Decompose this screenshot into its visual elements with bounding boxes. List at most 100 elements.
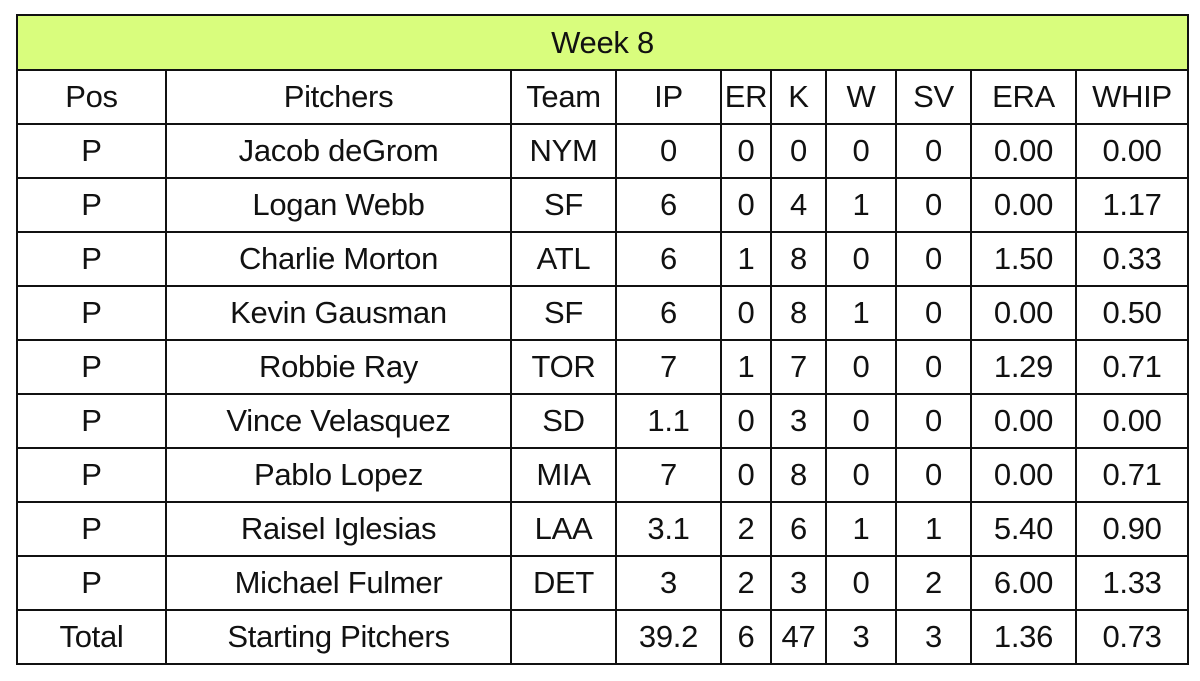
cell-ip: 6	[615, 177, 722, 233]
cell-whip: 1.17	[1074, 177, 1190, 233]
cell-k: 6	[770, 501, 827, 557]
cell-pitchers: Vince Velasquez	[165, 393, 512, 449]
week-title: Week 8	[15, 14, 1190, 71]
cell-sv: 0	[895, 339, 972, 395]
cell-pitchers: Jacob deGrom	[165, 123, 512, 179]
cell-team: SD	[510, 393, 617, 449]
cell-pos: P	[16, 447, 167, 503]
cell-whip: 0.00	[1074, 123, 1190, 179]
cell-era: 0.00	[970, 123, 1077, 179]
total-row: Total Starting Pitchers 39.2 6 47 3 3 1.36 0.73	[16, 609, 1190, 665]
table-row: P Raisel Iglesias LAA 3.1 2 6 1 1 5.40 0.90	[16, 501, 1190, 557]
cell-pitchers: Kevin Gausman	[165, 285, 512, 341]
cell-k: 3	[770, 555, 827, 611]
cell-w: 0	[825, 231, 897, 287]
cell-k: 8	[770, 285, 827, 341]
cell-k: 4	[770, 177, 827, 233]
column-header-sv: SV	[895, 69, 972, 125]
cell-era: 1.50	[970, 231, 1077, 287]
cell-sv: 2	[895, 555, 972, 611]
cell-pitchers: Charlie Morton	[165, 231, 512, 287]
cell-k: 8	[770, 231, 827, 287]
cell-er: 2	[720, 555, 772, 611]
cell-ip: 6	[615, 285, 722, 341]
cell-team: NYM	[510, 123, 617, 179]
cell-pos: P	[16, 177, 167, 233]
cell-w: 1	[825, 501, 897, 557]
header-row: Pos Pitchers Team IP ER K W SV ERA WHIP	[16, 69, 1190, 125]
cell-w: 0	[825, 339, 897, 395]
cell-ip: 7	[615, 339, 722, 395]
cell-ip: 39.2	[615, 609, 722, 665]
cell-whip: 0.71	[1074, 447, 1190, 503]
cell-pos: P	[16, 231, 167, 287]
cell-whip: 0.71	[1074, 339, 1190, 395]
column-header-k: K	[770, 69, 827, 125]
cell-era: 0.00	[970, 285, 1077, 341]
cell-k: 3	[770, 393, 827, 449]
cell-pos: P	[16, 285, 167, 341]
cell-team: ATL	[510, 231, 617, 287]
cell-sv: 0	[895, 231, 972, 287]
column-header-pos: Pos	[16, 69, 167, 125]
cell-team: SF	[510, 285, 617, 341]
cell-k: 8	[770, 447, 827, 503]
cell-team: DET	[510, 555, 617, 611]
column-header-er: ER	[720, 69, 772, 125]
table-row: P Charlie Morton ATL 6 1 8 0 0 1.50 0.33	[16, 231, 1190, 287]
cell-pitchers: Robbie Ray	[165, 339, 512, 395]
cell-sv: 3	[895, 609, 972, 665]
table-row: P Jacob deGrom NYM 0 0 0 0 0 0.00 0.00	[16, 123, 1190, 179]
cell-team: TOR	[510, 339, 617, 395]
cell-er: 2	[720, 501, 772, 557]
cell-pitchers: Starting Pitchers	[165, 609, 512, 665]
column-header-pitchers: Pitchers	[165, 69, 512, 125]
cell-era: 5.40	[970, 501, 1077, 557]
cell-team	[510, 609, 617, 665]
cell-team: MIA	[510, 447, 617, 503]
cell-pos: P	[16, 339, 167, 395]
column-header-team: Team	[510, 69, 617, 125]
cell-whip: 0.00	[1074, 393, 1190, 449]
cell-era: 0.00	[970, 447, 1077, 503]
table-row: P Robbie Ray TOR 7 1 7 0 0 1.29 0.71	[16, 339, 1190, 395]
cell-whip: 0.50	[1074, 285, 1190, 341]
cell-team: SF	[510, 177, 617, 233]
cell-sv: 1	[895, 501, 972, 557]
cell-er: 0	[720, 285, 772, 341]
cell-w: 3	[825, 609, 897, 665]
cell-pos: P	[16, 555, 167, 611]
cell-w: 0	[825, 447, 897, 503]
column-header-ip: IP	[615, 69, 722, 125]
cell-whip: 1.33	[1074, 555, 1190, 611]
cell-whip: 0.33	[1074, 231, 1190, 287]
cell-ip: 1.1	[615, 393, 722, 449]
cell-whip: 0.90	[1074, 501, 1190, 557]
cell-ip: 6	[615, 231, 722, 287]
cell-ip: 3	[615, 555, 722, 611]
cell-pos: P	[16, 123, 167, 179]
column-header-w: W	[825, 69, 897, 125]
cell-pitchers: Raisel Iglesias	[165, 501, 512, 557]
table-row: P Logan Webb SF 6 0 4 1 0 0.00 1.17	[16, 177, 1190, 233]
cell-team: LAA	[510, 501, 617, 557]
cell-er: 0	[720, 447, 772, 503]
cell-pos: P	[16, 393, 167, 449]
column-header-whip: WHIP	[1074, 69, 1190, 125]
table-row: P Vince Velasquez SD 1.1 0 3 0 0 0.00 0.00	[16, 393, 1190, 449]
cell-pitchers: Logan Webb	[165, 177, 512, 233]
cell-sv: 0	[895, 177, 972, 233]
cell-er: 0	[720, 123, 772, 179]
cell-sv: 0	[895, 393, 972, 449]
cell-w: 1	[825, 177, 897, 233]
cell-sv: 0	[895, 447, 972, 503]
cell-ip: 3.1	[615, 501, 722, 557]
cell-era: 1.36	[970, 609, 1077, 665]
cell-ip: 7	[615, 447, 722, 503]
cell-er: 0	[720, 177, 772, 233]
cell-er: 0	[720, 393, 772, 449]
cell-whip: 0.73	[1074, 609, 1190, 665]
cell-k: 47	[770, 609, 827, 665]
cell-er: 1	[720, 339, 772, 395]
